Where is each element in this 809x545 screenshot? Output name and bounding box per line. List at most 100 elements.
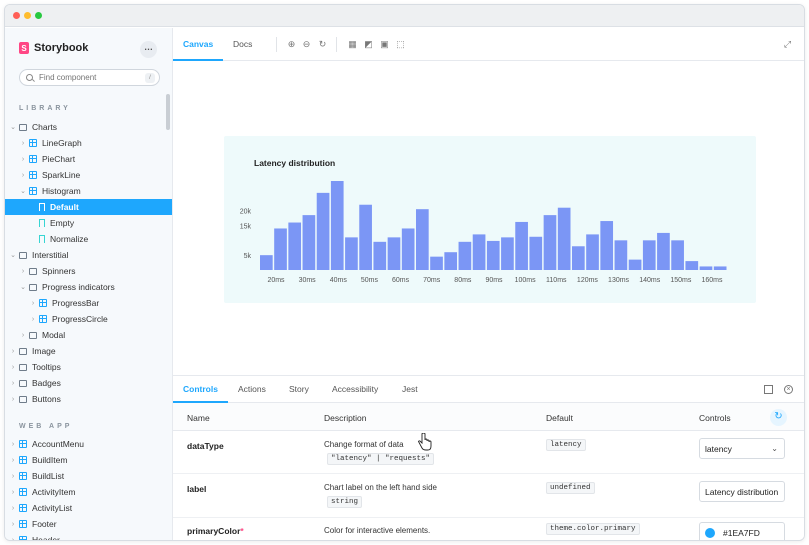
search-box[interactable]: / bbox=[19, 69, 160, 86]
sidebar-item-empty[interactable]: Empty bbox=[5, 215, 172, 231]
addon-tab-accessibility[interactable]: Accessibility bbox=[332, 384, 379, 394]
sidebar-item-header[interactable]: › Header bbox=[5, 532, 172, 540]
color-swatch[interactable] bbox=[705, 527, 715, 538]
primary-color-picker[interactable]: #1EA7FD bbox=[699, 522, 785, 540]
histogram-bar[interactable] bbox=[373, 241, 387, 270]
sidebar: S Storybook … / LIBRARY ⌄ Charts › LineGrap… bbox=[5, 28, 173, 540]
close-window-button[interactable] bbox=[13, 12, 20, 19]
x-tick-label: 30ms bbox=[299, 277, 317, 284]
zoom-in-icon[interactable]: ⊕ bbox=[287, 39, 296, 49]
minimize-window-button[interactable] bbox=[24, 12, 31, 19]
chevron-right-icon: › bbox=[31, 315, 35, 323]
addon-tab-actions[interactable]: Actions bbox=[238, 384, 266, 394]
histogram-bar[interactable] bbox=[260, 255, 273, 270]
sidebar-item-spinners[interactable]: › Spinners bbox=[5, 263, 172, 279]
reset-controls-icon[interactable]: ↻ bbox=[770, 409, 787, 426]
sidebar-item-charts[interactable]: ⌄ Charts bbox=[5, 119, 172, 135]
histogram-bar[interactable] bbox=[572, 246, 585, 270]
outline-icon[interactable]: ⬚ bbox=[396, 39, 405, 49]
background-icon[interactable]: ◩ bbox=[364, 39, 373, 49]
sidebar-item-image[interactable]: › Image bbox=[5, 343, 172, 359]
prop-description-text: Change format of data bbox=[324, 440, 404, 449]
histogram-bar[interactable] bbox=[472, 234, 486, 270]
folder-icon bbox=[29, 267, 37, 275]
maximize-window-button[interactable] bbox=[35, 12, 42, 19]
sidebar-item-footer[interactable]: › Footer bbox=[5, 516, 172, 532]
histogram-bar[interactable] bbox=[387, 237, 401, 270]
tab-docs[interactable]: Docs bbox=[233, 39, 253, 49]
grid-icon[interactable]: ▦ bbox=[348, 39, 357, 49]
close-panel-icon[interactable]: × bbox=[784, 385, 793, 394]
fullscreen-icon[interactable]: ⤢ bbox=[783, 39, 792, 49]
histogram-bar[interactable] bbox=[430, 256, 443, 270]
histogram-bar[interactable] bbox=[600, 221, 614, 270]
chevron-right-icon: › bbox=[11, 504, 15, 512]
sidebar-item-progressbar[interactable]: › ProgressBar bbox=[5, 295, 172, 311]
search-icon bbox=[26, 74, 33, 81]
zoom-out-icon[interactable]: ⊖ bbox=[302, 39, 311, 49]
control-row-datatype: dataType Change format of data "latency"… bbox=[173, 431, 804, 474]
sidebar-item-default[interactable]: Default bbox=[5, 199, 172, 215]
brand[interactable]: S Storybook bbox=[19, 41, 88, 55]
histogram-bar[interactable] bbox=[274, 228, 287, 270]
viewport-icon[interactable]: ▣ bbox=[380, 39, 389, 49]
chevron-down-icon: ⌄ bbox=[771, 444, 778, 453]
datatype-select[interactable]: latency ⌄ bbox=[699, 438, 785, 459]
panel-orientation-icon[interactable] bbox=[764, 385, 773, 394]
sidebar-item-piechart[interactable]: › PieChart bbox=[5, 151, 172, 167]
sidebar-item-tooltips[interactable]: › Tooltips bbox=[5, 359, 172, 375]
histogram-bar[interactable] bbox=[359, 204, 372, 270]
sidebar-item-activityitem[interactable]: › ActivityItem bbox=[5, 484, 172, 500]
sidebar-item-progresscircle[interactable]: › ProgressCircle bbox=[5, 311, 172, 327]
histogram-bar[interactable] bbox=[302, 215, 316, 270]
addon-tab-controls[interactable]: Controls bbox=[173, 376, 228, 403]
sidebar-item-badges[interactable]: › Badges bbox=[5, 375, 172, 391]
sidebar-menu-button[interactable]: … bbox=[140, 41, 157, 58]
histogram-bar[interactable] bbox=[543, 215, 557, 270]
hand-cursor-icon bbox=[418, 433, 432, 451]
histogram-bar[interactable] bbox=[614, 240, 628, 270]
histogram-bar[interactable] bbox=[685, 261, 699, 270]
histogram-bar[interactable] bbox=[557, 207, 571, 270]
addon-tab-story[interactable]: Story bbox=[289, 384, 309, 394]
sidebar-item-builditem[interactable]: › BuildItem bbox=[5, 452, 172, 468]
toolbar: Canvas Docs ⊕ ⊖ ↻ ▦ ◩ ▣ ⬚ ⤢ bbox=[173, 28, 804, 61]
sidebar-item-histogram[interactable]: ⌄ Histogram bbox=[5, 183, 172, 199]
histogram-bar[interactable] bbox=[628, 259, 642, 270]
histogram-bar[interactable] bbox=[458, 241, 472, 270]
histogram-bar[interactable] bbox=[699, 266, 713, 270]
tab-canvas[interactable]: Canvas bbox=[173, 28, 224, 61]
histogram-bar[interactable] bbox=[288, 222, 302, 270]
histogram-bar[interactable] bbox=[345, 237, 358, 270]
histogram-bar[interactable] bbox=[416, 209, 429, 270]
sidebar-item-sparkline[interactable]: › SparkLine bbox=[5, 167, 172, 183]
sidebar-item-normalize[interactable]: Normalize bbox=[5, 231, 172, 247]
sidebar-item-interstitial[interactable]: ⌄ Interstitial bbox=[5, 247, 172, 263]
sidebar-item-buttons[interactable]: › Buttons bbox=[5, 391, 172, 407]
addon-tab-jest[interactable]: Jest bbox=[402, 384, 418, 394]
histogram-bar[interactable] bbox=[671, 240, 684, 270]
histogram-bar[interactable] bbox=[330, 181, 344, 270]
zoom-reset-icon[interactable]: ↻ bbox=[318, 39, 327, 49]
histogram-bar[interactable] bbox=[713, 266, 727, 270]
sidebar-item-buildlist[interactable]: › BuildList bbox=[5, 468, 172, 484]
sidebar-item-progress-indicators[interactable]: ⌄ Progress indicators bbox=[5, 279, 172, 295]
histogram-bar[interactable] bbox=[501, 237, 514, 270]
histogram-bar[interactable] bbox=[586, 234, 599, 270]
histogram-bar[interactable] bbox=[444, 252, 458, 270]
histogram-bar[interactable] bbox=[486, 240, 500, 270]
sidebar-item-linegraph[interactable]: › LineGraph bbox=[5, 135, 172, 151]
sidebar-scrollbar[interactable] bbox=[166, 94, 170, 130]
histogram-bar[interactable] bbox=[642, 240, 656, 270]
histogram-bar[interactable] bbox=[529, 236, 543, 270]
search-input[interactable] bbox=[39, 73, 139, 82]
chevron-right-icon: › bbox=[21, 331, 25, 339]
histogram-bar[interactable] bbox=[515, 221, 528, 270]
histogram-bar[interactable] bbox=[316, 192, 330, 270]
histogram-bar[interactable] bbox=[657, 232, 670, 270]
sidebar-item-modal[interactable]: › Modal bbox=[5, 327, 172, 343]
label-text-field[interactable]: Latency distribution bbox=[699, 481, 785, 502]
sidebar-item-accountmenu[interactable]: › AccountMenu bbox=[5, 436, 172, 452]
histogram-bar[interactable] bbox=[401, 228, 415, 270]
sidebar-item-activitylist[interactable]: › ActivityList bbox=[5, 500, 172, 516]
